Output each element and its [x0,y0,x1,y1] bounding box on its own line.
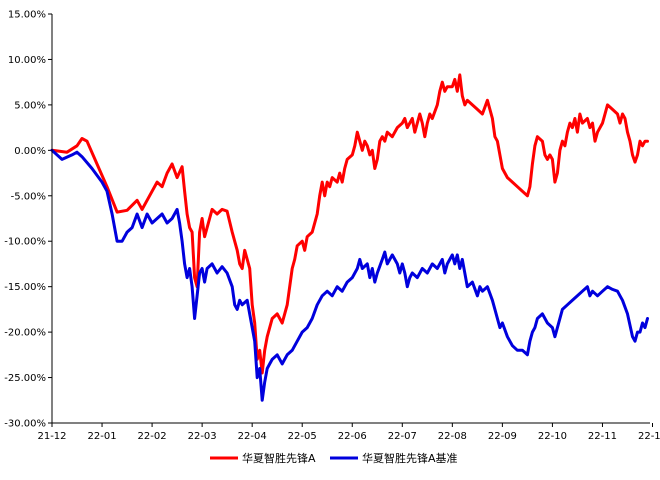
x-tick-label: 22-03 [188,431,217,442]
y-tick-label: 0.00% [14,146,46,157]
x-tick-label: 22-04 [238,431,267,442]
y-tick-label: -20.00% [4,328,46,339]
y-tick-label: 15.00% [8,10,46,21]
x-tick-label: 22-05 [288,431,317,442]
y-tick-label: 10.00% [8,55,46,66]
y-tick-label: -15.00% [4,282,46,293]
y-tick-label: -10.00% [4,237,46,248]
legend: 华夏智胜先锋A 华夏智胜先锋A基准 [210,451,458,465]
legend-label: 华夏智胜先锋A基准 [362,451,458,465]
x-tick-label: 22-07 [388,431,417,442]
x-tick-label: 22-12 [638,431,660,442]
series-line-1 [50,73,649,375]
series-line-2 [50,148,649,402]
y-tick-label: -5.00% [11,191,46,202]
y-axis-ticks: 15.00% 10.00% 5.00% 0.00% -5.00% -10.00% -15.0… [4,10,52,430]
x-tick-label: 22-01 [88,431,117,442]
x-tick-label: 22-10 [538,431,567,442]
y-tick-label: -30.00% [4,419,46,430]
x-tick-label: 22-08 [438,431,467,442]
x-tick-label: 22-09 [488,431,517,442]
series-layer [50,73,649,402]
y-tick-label: 5.00% [14,100,46,111]
x-tick-label: 22-11 [588,431,617,442]
y-tick-label: -25.00% [4,373,46,384]
legend-label: 华夏智胜先锋A [242,451,316,465]
x-tick-label: 22-02 [138,431,167,442]
x-tick-label: 21-12 [37,431,66,442]
x-tick-label: 22-06 [338,431,367,442]
x-axis-ticks: 21-12 22-01 22-02 22-03 22-04 22-05 22-06 22-07… [37,423,660,442]
